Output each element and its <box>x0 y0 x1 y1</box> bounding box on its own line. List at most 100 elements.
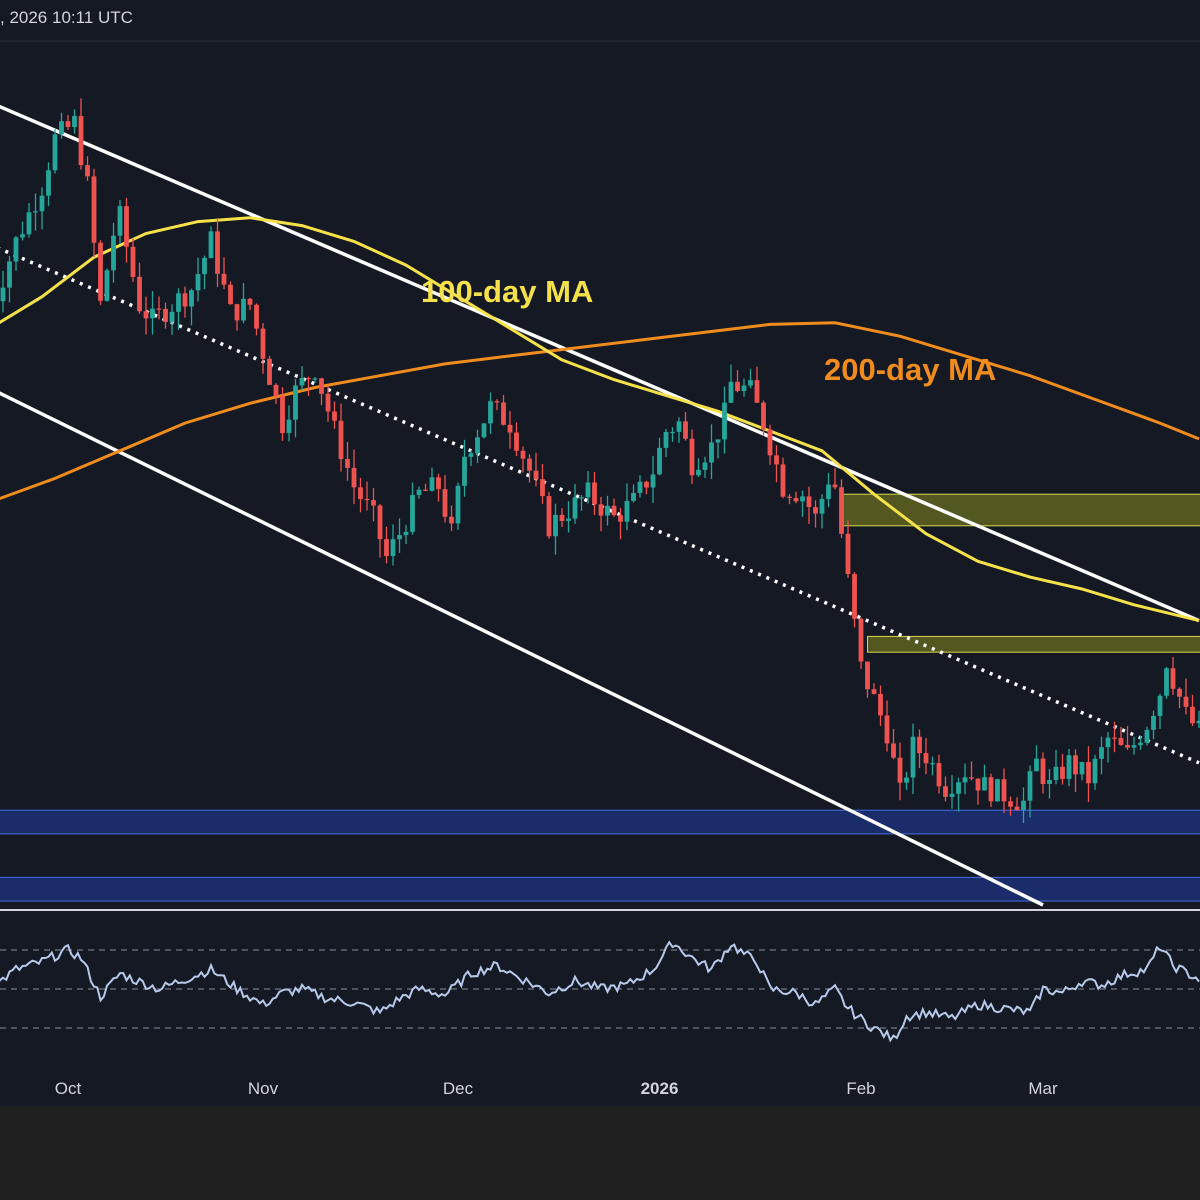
candle-bearish <box>228 284 233 305</box>
candle-bearish <box>137 276 142 312</box>
candle-bearish <box>897 757 903 783</box>
moving-averages <box>0 216 1200 623</box>
candle-bullish <box>176 293 181 312</box>
candle-bearish <box>1190 706 1195 724</box>
candle-bullish <box>1021 800 1026 810</box>
candle-bearish <box>884 715 890 744</box>
candle-bullish <box>956 782 961 794</box>
supply-zone-0 <box>841 493 1200 527</box>
candle-bearish <box>845 533 851 575</box>
candle-bearish <box>618 515 623 522</box>
candle-bearish <box>65 121 71 127</box>
candle-bullish <box>429 477 435 491</box>
candle-bearish <box>689 438 695 476</box>
candle-bullish <box>1164 668 1169 696</box>
candle-bearish <box>735 381 740 392</box>
candle-bearish <box>774 455 779 465</box>
candle-bearish <box>507 424 513 433</box>
candle-bearish <box>91 176 97 243</box>
candle-bearish <box>442 489 448 517</box>
candle-bullish <box>709 442 714 463</box>
candle-bearish <box>124 206 129 247</box>
candle-bearish <box>839 487 844 534</box>
candle-bearish <box>364 498 370 501</box>
candle-bearish <box>878 693 883 716</box>
footer-bar <box>0 1106 1200 1200</box>
descending-channel <box>0 104 1200 907</box>
candle-bullish <box>715 439 721 443</box>
candle-bearish <box>1118 738 1124 745</box>
candle-bullish <box>169 311 175 322</box>
candle-bearish <box>1014 806 1020 810</box>
candle-bullish <box>13 237 19 262</box>
candle-bullish <box>1144 729 1150 743</box>
candle-bearish <box>1125 744 1130 748</box>
candle-bearish <box>182 293 188 307</box>
candle-bullish <box>241 298 246 321</box>
candle-bearish <box>871 689 877 694</box>
candle-bearish <box>969 777 974 779</box>
candle-bullish <box>1079 761 1085 775</box>
candle-bearish <box>423 489 428 491</box>
candle-bearish <box>917 736 922 754</box>
candle-bullish <box>722 402 727 440</box>
candle-bearish <box>813 507 818 514</box>
candle-bearish <box>273 384 279 397</box>
candle-bullish <box>189 290 194 307</box>
candle-bullish <box>995 779 1000 802</box>
ma200-label: 200-day MA <box>824 352 997 387</box>
candle-bullish <box>7 261 12 288</box>
candle-bullish <box>397 535 402 540</box>
candle-bullish <box>904 777 909 783</box>
candle-bearish <box>559 514 565 521</box>
candle-bearish <box>306 378 311 380</box>
time-tick-label: Feb <box>846 1079 875 1098</box>
candle-bullish <box>52 134 58 171</box>
demand-zone-3 <box>0 876 1200 902</box>
candle-bearish <box>767 429 773 456</box>
candle-bearish <box>384 539 389 557</box>
candle-bullish <box>1027 771 1033 801</box>
candle-bullish <box>72 116 77 127</box>
ma100-label: 100-day MA <box>421 274 594 309</box>
candle-bullish <box>1196 720 1200 724</box>
candle-bullish <box>696 469 701 476</box>
candle-bullish <box>1131 745 1137 748</box>
channel-upper-line <box>0 104 1200 623</box>
rsi-panel <box>0 940 1200 1043</box>
candle-bearish <box>1112 737 1117 739</box>
candle-bearish <box>280 396 285 433</box>
candle-bullish <box>670 431 675 434</box>
candle-bullish <box>150 308 155 319</box>
candle-bearish <box>546 496 552 537</box>
candle-bullish <box>702 462 708 470</box>
candle-bearish <box>592 482 597 505</box>
candle-bullish <box>1092 758 1098 784</box>
candle-bullish <box>208 231 214 258</box>
candle-bullish <box>39 195 45 212</box>
candle-bearish <box>1073 755 1078 775</box>
candle-bearish <box>598 504 604 516</box>
candle-bullish <box>1138 742 1143 746</box>
candle-bullish <box>624 500 630 522</box>
candle-bearish <box>494 401 500 403</box>
candle-bullish <box>910 736 916 778</box>
candle-bearish <box>1086 761 1091 784</box>
candle-bullish <box>416 489 422 495</box>
candle-bullish <box>59 121 64 135</box>
candle-bullish <box>748 380 753 386</box>
candle-bullish <box>462 456 467 486</box>
time-tick-label: Mar <box>1028 1079 1058 1098</box>
candle-bullish <box>1099 747 1104 759</box>
candle-bullish <box>195 274 201 291</box>
candle-bullish <box>468 453 474 457</box>
candle-bullish <box>481 423 487 438</box>
candle-bullish <box>312 378 318 380</box>
time-tick-label: Nov <box>248 1079 279 1098</box>
candle-bearish <box>858 618 864 662</box>
candle-bullish <box>111 235 116 271</box>
candle-bullish <box>650 474 656 488</box>
candle-bullish <box>117 206 123 236</box>
candle-bullish <box>663 431 669 448</box>
